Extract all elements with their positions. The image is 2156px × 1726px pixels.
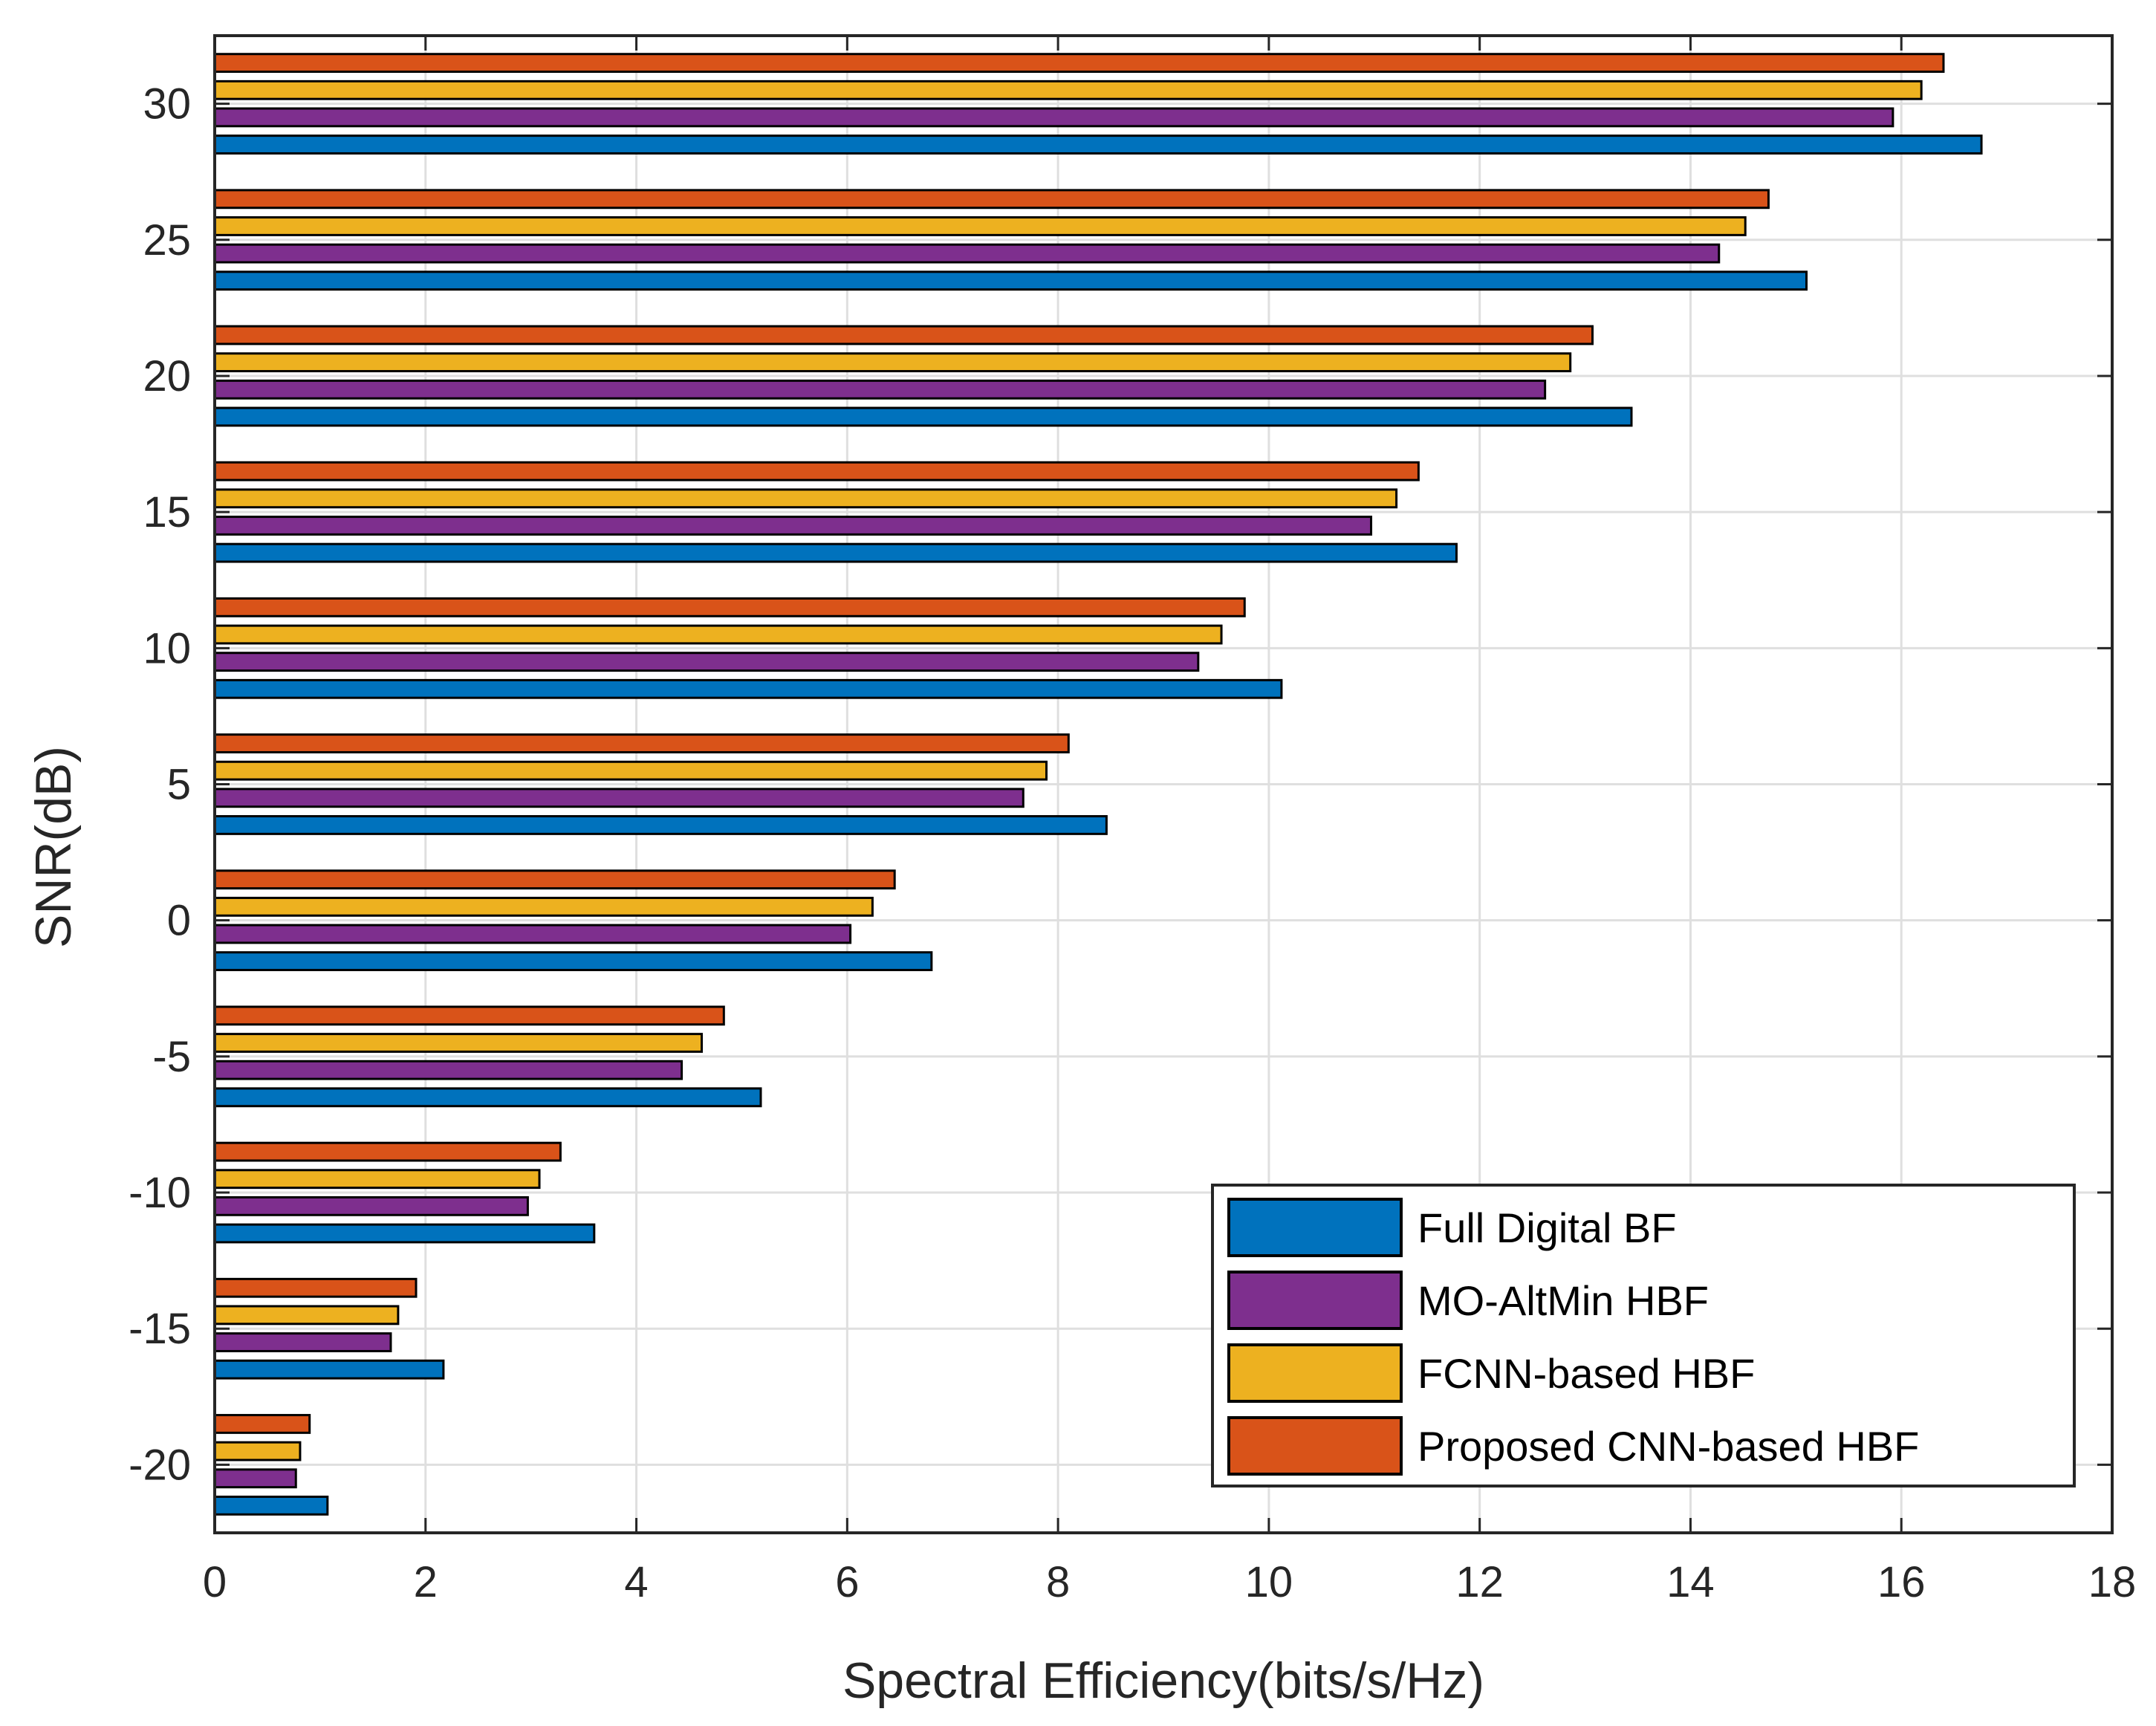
y-tick-label: 30 <box>143 80 191 129</box>
bar <box>213 1060 684 1080</box>
bar <box>213 788 1025 808</box>
legend-swatch <box>1227 1416 1403 1476</box>
y-tick-label: 10 <box>143 624 191 672</box>
bar <box>213 1414 311 1434</box>
legend-swatch <box>1227 1343 1403 1403</box>
x-tick-label: 0 <box>203 1558 227 1606</box>
y-tick-label: 20 <box>143 352 191 400</box>
bar <box>213 869 896 890</box>
bar <box>213 107 1894 128</box>
bar <box>213 951 933 972</box>
bar <box>213 1332 392 1352</box>
bar <box>213 760 1048 781</box>
bar <box>213 406 1633 427</box>
bar <box>213 379 1547 400</box>
x-tick-label: 2 <box>414 1558 438 1606</box>
bar <box>213 542 1458 563</box>
bar <box>213 461 1420 481</box>
y-tick-label: 5 <box>167 761 191 809</box>
x-tick-label: 16 <box>1877 1558 1926 1606</box>
x-tick-label: 4 <box>624 1558 648 1606</box>
bar <box>213 1223 596 1244</box>
x-tick-label: 8 <box>1046 1558 1070 1606</box>
bar <box>213 1141 562 1162</box>
bar <box>213 896 874 917</box>
y-axis-label: SNR(dB) <box>25 746 82 948</box>
axes: 0 2 4 6 8 10 12 14 16 18 -20 -15 -10 -5 0 5 10 15 20 25 30 <box>129 34 2137 1606</box>
bar <box>213 80 1923 100</box>
y-tick-label: 25 <box>143 216 191 265</box>
bar <box>213 1005 725 1026</box>
bar <box>213 1087 762 1108</box>
bar <box>213 815 1108 835</box>
bar <box>213 216 1747 236</box>
bar <box>213 352 1572 373</box>
y-tick-label: -10 <box>129 1169 191 1217</box>
bar <box>213 189 1770 210</box>
bar <box>213 1359 445 1380</box>
x-tick-label: 10 <box>1245 1558 1293 1606</box>
legend-entry-label: Full Digital BF <box>1418 1204 1677 1251</box>
bar <box>213 1195 529 1216</box>
bar <box>213 1033 704 1053</box>
x-tick-label: 18 <box>2088 1558 2137 1606</box>
bar <box>213 1441 302 1461</box>
bar <box>213 1277 418 1298</box>
bar-series <box>213 53 1983 1516</box>
legend-entry-label: MO-AltMin HBF <box>1418 1277 1709 1324</box>
bar <box>213 678 1283 699</box>
bar <box>213 733 1070 753</box>
x-tick-label: 6 <box>835 1558 859 1606</box>
x-axis-label: Spectral Efficiency(bits/s/Hz) <box>842 1652 1484 1709</box>
bar <box>213 597 1246 617</box>
y-tick-label: -15 <box>129 1305 191 1353</box>
legend-swatch <box>1227 1198 1403 1257</box>
bar <box>213 325 1594 345</box>
bar <box>213 1495 329 1516</box>
bar <box>213 134 1983 155</box>
y-tick-label: -5 <box>152 1033 191 1081</box>
bar <box>213 53 1945 74</box>
bar <box>213 243 1721 264</box>
x-tick-label: 12 <box>1455 1558 1504 1606</box>
bar <box>213 624 1223 645</box>
y-tick-label: 15 <box>143 488 191 536</box>
bar <box>213 1305 400 1326</box>
legend-swatch <box>1227 1271 1403 1330</box>
legend-entry-label: FCNN-based HBF <box>1418 1350 1755 1397</box>
bar <box>213 652 1200 672</box>
bar <box>213 1169 541 1190</box>
bar <box>213 516 1373 536</box>
legend: Full Digital BF MO-AltMin HBF FCNN-based H… <box>1211 1184 2076 1487</box>
y-tick-label: 0 <box>167 897 191 945</box>
bar <box>213 488 1398 509</box>
bar <box>213 924 852 944</box>
bar <box>213 1468 297 1489</box>
bar <box>213 270 1808 291</box>
y-tick-label: -20 <box>129 1441 191 1489</box>
x-tick-label: 14 <box>1666 1558 1715 1606</box>
legend-entry-label: Proposed CNN-based HBF <box>1418 1423 1919 1470</box>
